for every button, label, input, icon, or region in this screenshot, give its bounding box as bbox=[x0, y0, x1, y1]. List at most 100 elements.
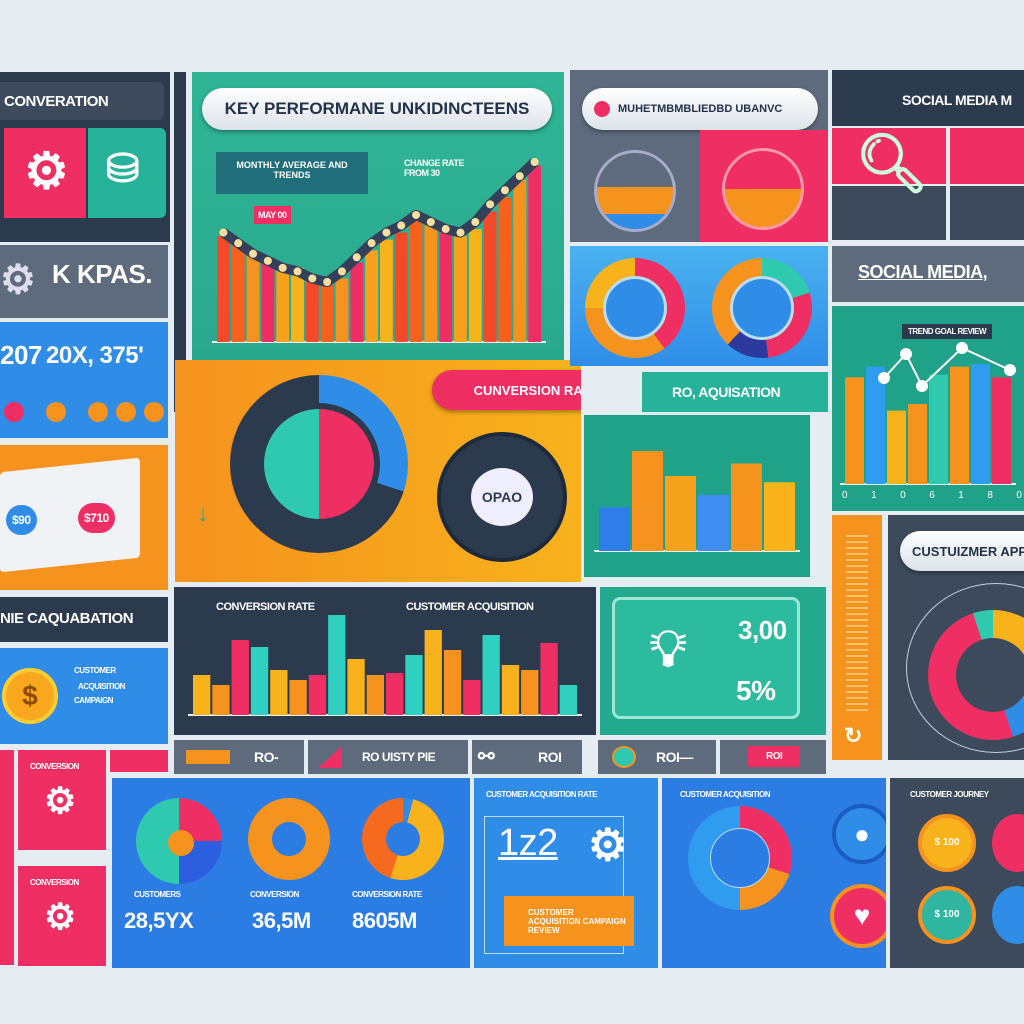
roi-tile[interactable]: RO- bbox=[174, 740, 304, 774]
bar bbox=[270, 670, 288, 715]
roi-tile[interactable]: ROI— bbox=[598, 740, 716, 774]
settings-tile[interactable]: ⚙ bbox=[4, 128, 86, 218]
bar bbox=[501, 665, 520, 715]
stats-panel: 207 20X, 375' bbox=[0, 322, 168, 438]
bar bbox=[276, 264, 290, 342]
kpi-title: KEY PERFORMANE UNKIDINCTEENS bbox=[202, 88, 552, 130]
value-bubble[interactable]: $ 100 bbox=[918, 814, 976, 872]
metric-label: CONVERSION bbox=[250, 890, 299, 899]
search-tile-bottom bbox=[832, 186, 946, 240]
glass-chart-icon bbox=[594, 150, 676, 232]
gear-icon: ⚙ bbox=[588, 821, 627, 870]
customer-app-panel: CUSTUIZMER APP bbox=[888, 515, 1024, 760]
dial-label: OPAO bbox=[471, 468, 533, 526]
coins-icon: ⛁ bbox=[106, 147, 140, 191]
stat-value: 20X, 375' bbox=[46, 342, 144, 369]
dollar-coin-icon: $ bbox=[2, 668, 58, 724]
data-point bbox=[308, 274, 317, 283]
roi-label: ROI— bbox=[656, 749, 693, 765]
data-point bbox=[382, 228, 391, 237]
slider-tile-bottom bbox=[950, 186, 1024, 240]
bar bbox=[328, 615, 346, 715]
dial[interactable]: OPAO bbox=[437, 432, 567, 562]
heart-bubble[interactable]: ♥ bbox=[830, 884, 886, 948]
value-bubble[interactable] bbox=[992, 814, 1024, 872]
gauge-panel: CUNVERSION RATE OPAO ↓ bbox=[175, 360, 581, 582]
bubble-panel: MUHETMBMBLIEDBD UBANVC bbox=[570, 70, 828, 242]
bar bbox=[250, 647, 269, 715]
user-bubble[interactable]: ● bbox=[832, 804, 886, 864]
chart-left-label: CONVERSION RATE bbox=[216, 601, 315, 613]
bar bbox=[405, 655, 423, 715]
stat-value: 207 bbox=[0, 340, 42, 370]
data-point bbox=[263, 256, 272, 265]
bar-icon bbox=[186, 750, 230, 764]
bar bbox=[231, 640, 249, 715]
search-tile[interactable] bbox=[832, 128, 946, 184]
metric-label: CONVERSION RATE bbox=[352, 890, 422, 899]
compass-icon bbox=[710, 828, 770, 888]
bar bbox=[365, 250, 378, 342]
coin-text: CUSTOMER bbox=[74, 666, 116, 675]
bar bbox=[217, 236, 230, 342]
bulb-value-2: 5% bbox=[736, 675, 776, 706]
roi-label: ROI bbox=[538, 749, 562, 765]
bar bbox=[409, 218, 423, 342]
tick-label: 0 bbox=[900, 490, 906, 501]
bar bbox=[347, 659, 365, 715]
refresh-icon[interactable]: ↻ bbox=[844, 723, 862, 748]
bar bbox=[231, 244, 245, 342]
progress-strip: ↻ bbox=[832, 515, 882, 760]
roi-tag-tile[interactable]: ROI bbox=[720, 740, 826, 774]
progress-ruler bbox=[846, 535, 868, 715]
social-bar-chart bbox=[840, 342, 1016, 485]
acquisition-donut-panel: CUSTOMER ACQUISITION ● ♥ bbox=[662, 778, 886, 968]
tick-label: 8 bbox=[987, 490, 993, 501]
metrics-panel: CUSTOMERS CONVERSION CONVERSION RATE 28,… bbox=[112, 778, 470, 968]
count-title: CUSTOMER ACQUISITION RATE bbox=[486, 790, 597, 799]
ring-gauge bbox=[585, 258, 685, 358]
tick-label: 0 bbox=[1016, 490, 1022, 501]
ring-gauge bbox=[712, 258, 812, 358]
trend-line bbox=[220, 158, 539, 287]
bar bbox=[992, 377, 1011, 484]
bar bbox=[764, 482, 795, 551]
coins-tile[interactable]: ⛁ bbox=[88, 128, 166, 218]
social-chart-panel: TREND GOAL REVIEW 0 1 0 6 1 8 0 bbox=[832, 306, 1024, 511]
value-bubble[interactable] bbox=[992, 886, 1024, 944]
bar bbox=[212, 685, 230, 715]
lock-gear-icon: ⚙ bbox=[44, 896, 76, 937]
ring-chart bbox=[248, 798, 330, 880]
roi-label: RO- bbox=[254, 749, 279, 765]
data-point bbox=[916, 380, 928, 392]
ring-panel bbox=[570, 246, 828, 366]
pink-card: CONVERSION ⚙ bbox=[18, 750, 106, 850]
ring-chart bbox=[362, 798, 444, 880]
report-panel: $90 $710 bbox=[0, 445, 168, 590]
slider-tile[interactable] bbox=[950, 128, 1024, 184]
coin-text: ACQUISITION bbox=[78, 682, 125, 691]
metric-value: 36,5M bbox=[252, 908, 311, 933]
data-point bbox=[323, 278, 332, 286]
orbit-ring bbox=[906, 583, 1024, 753]
metric-value: 8605M bbox=[352, 908, 417, 933]
value-bubble[interactable]: $ 100 bbox=[918, 886, 976, 944]
campaign-button[interactable]: CUSTOMER ACQUISITION CAMPAIGN REVIEW bbox=[504, 896, 634, 946]
data-point bbox=[515, 172, 524, 181]
data-point bbox=[486, 200, 495, 209]
bar bbox=[971, 364, 990, 484]
x-axis-ticks: 0 1 0 6 1 8 0 bbox=[842, 490, 1022, 501]
bar bbox=[929, 374, 948, 484]
acquisition-donut bbox=[688, 806, 792, 910]
data-point bbox=[1004, 364, 1016, 376]
data-point bbox=[500, 186, 509, 195]
roi-tile[interactable]: RO UISTY PIE bbox=[308, 740, 468, 774]
roi-tile[interactable]: ⚯ ROI bbox=[472, 740, 582, 774]
count-frame bbox=[484, 816, 624, 954]
metric-label: CUSTOMERS bbox=[134, 890, 181, 899]
bar bbox=[291, 267, 304, 342]
bar bbox=[845, 377, 864, 484]
bar bbox=[350, 262, 364, 342]
data-point bbox=[219, 228, 228, 237]
kpi-panel: KEY PERFORMANE UNKIDINCTEENS MONTHLY AVE… bbox=[192, 72, 564, 362]
